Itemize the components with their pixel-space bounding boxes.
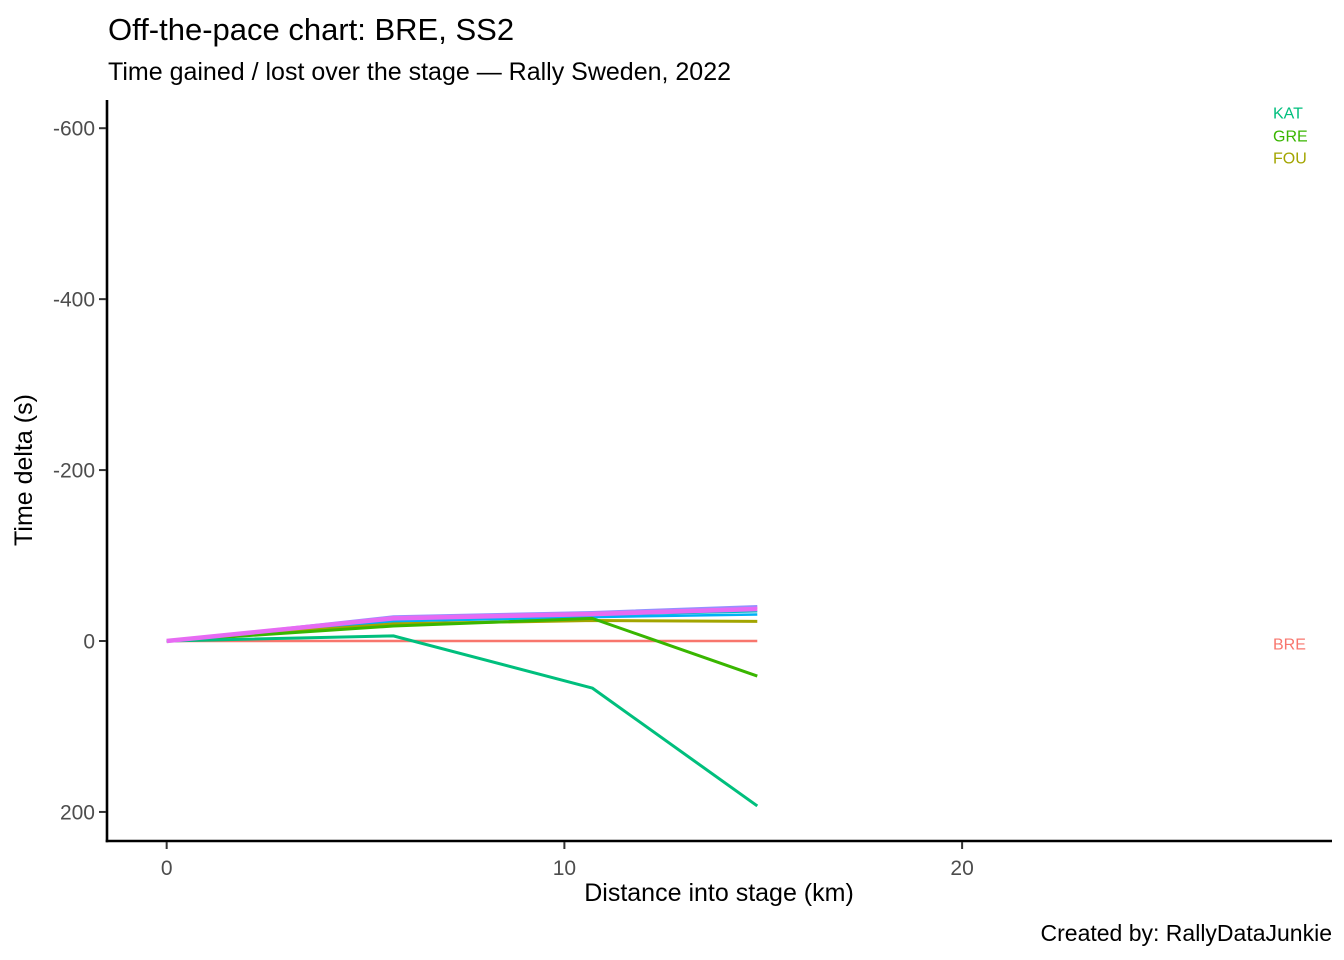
y-tick-label: -400 xyxy=(53,289,95,312)
y-tick-label: 0 xyxy=(83,631,95,654)
x-axis-title: Distance into stage (km) xyxy=(584,879,854,907)
series-label-GRE: GRE xyxy=(1273,129,1308,146)
y-tick-label: -600 xyxy=(53,118,95,141)
x-tick-label: 10 xyxy=(553,857,576,880)
x-tick-label: 20 xyxy=(950,857,973,880)
chart-subtitle: Time gained / lost over the stage — Rall… xyxy=(108,58,732,86)
caption: Created by: RallyDataJunkie xyxy=(1040,920,1332,946)
x-tick-label: 0 xyxy=(161,857,173,880)
y-tick-label: -200 xyxy=(53,460,95,483)
series-line-KAT xyxy=(166,634,759,808)
series-label-FOU: FOU xyxy=(1273,151,1307,168)
chart-title: Off-the-pace chart: BRE, SS2 xyxy=(108,12,515,47)
series-label-BRE: BRE xyxy=(1273,637,1306,654)
series-line-GRE xyxy=(166,616,758,678)
series-line-unlabeled-8 xyxy=(166,606,758,644)
y-axis-title: Time delta (s) xyxy=(10,394,38,546)
y-tick-label: 200 xyxy=(60,801,95,824)
series-label-KAT: KAT xyxy=(1273,106,1303,123)
